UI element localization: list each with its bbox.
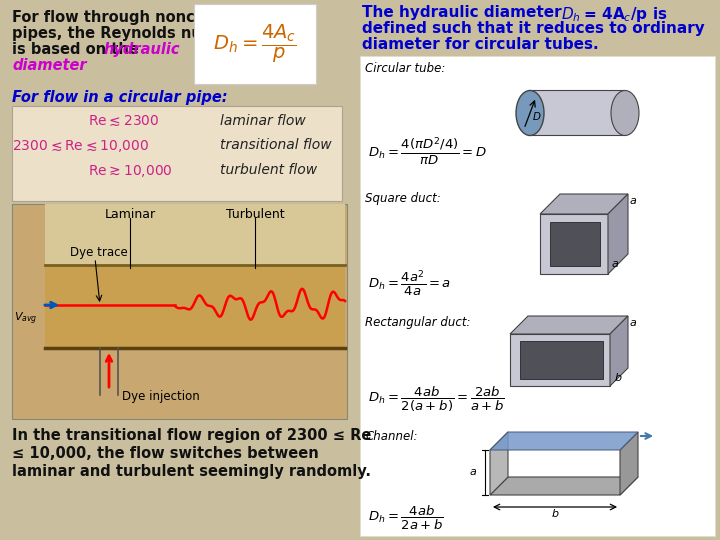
Text: Square duct:: Square duct: [365, 192, 441, 205]
Text: transitional flow: transitional flow [220, 138, 332, 152]
FancyBboxPatch shape [360, 56, 715, 536]
Text: Circular tube:: Circular tube: [365, 62, 446, 75]
Text: b: b [552, 509, 559, 519]
FancyBboxPatch shape [194, 4, 316, 84]
Polygon shape [490, 432, 638, 450]
Text: diameter: diameter [12, 58, 86, 73]
Text: is based on the: is based on the [12, 42, 144, 57]
FancyBboxPatch shape [12, 204, 347, 419]
Text: Dye trace: Dye trace [70, 246, 127, 259]
Text: turbulent flow: turbulent flow [220, 163, 317, 177]
Text: $D_h = \dfrac{4A_c}{p}$: $D_h = \dfrac{4A_c}{p}$ [213, 23, 297, 65]
Text: defined such that it reduces to ordinary: defined such that it reduces to ordinary [362, 21, 705, 36]
Text: Dye injection: Dye injection [122, 390, 199, 403]
Text: a: a [612, 259, 619, 269]
Text: a: a [630, 318, 637, 328]
Polygon shape [530, 90, 625, 135]
Polygon shape [540, 214, 608, 274]
Polygon shape [520, 341, 603, 379]
Text: Rectangular duct:: Rectangular duct: [365, 316, 470, 329]
Polygon shape [45, 204, 345, 265]
Text: For flow through noncircular: For flow through noncircular [12, 10, 248, 25]
Text: Laminar: Laminar [104, 208, 156, 221]
Text: = 4A$_c$/p is: = 4A$_c$/p is [578, 5, 667, 24]
Text: For flow in a circular pipe:: For flow in a circular pipe: [12, 90, 228, 105]
FancyBboxPatch shape [12, 106, 342, 201]
Polygon shape [510, 316, 628, 334]
Text: $D_h = \dfrac{4ab}{2a+b}$: $D_h = \dfrac{4ab}{2a+b}$ [368, 504, 444, 532]
Polygon shape [490, 477, 638, 495]
Text: Turbulent: Turbulent [225, 208, 284, 221]
Text: laminar and turbulent seemingly randomly.: laminar and turbulent seemingly randomly… [12, 464, 371, 479]
Text: diameter for circular tubes.: diameter for circular tubes. [362, 37, 598, 52]
Text: $D_h = \dfrac{4(\pi D^2/4)}{\pi D} = D$: $D_h = \dfrac{4(\pi D^2/4)}{\pi D} = D$ [368, 135, 487, 167]
Polygon shape [45, 265, 345, 348]
Text: In the transitional flow region of 2300 ≤ Re: In the transitional flow region of 2300 … [12, 428, 372, 443]
Text: The hydraulic diameter: The hydraulic diameter [362, 5, 567, 20]
Ellipse shape [516, 91, 544, 136]
Polygon shape [540, 194, 628, 214]
Polygon shape [550, 222, 600, 266]
Polygon shape [620, 432, 638, 495]
Text: Channel:: Channel: [365, 430, 418, 443]
Text: $2300 \lesssim \mathrm{Re} \lesssim 10{,}000$: $2300 \lesssim \mathrm{Re} \lesssim 10{,… [12, 138, 149, 154]
Text: hydraulic: hydraulic [104, 42, 181, 57]
Polygon shape [490, 432, 508, 495]
Text: pipes, the Reynolds number: pipes, the Reynolds number [12, 26, 245, 41]
Ellipse shape [611, 91, 639, 136]
Polygon shape [608, 194, 628, 274]
Text: a: a [469, 467, 476, 477]
Text: $V_{avg}$: $V_{avg}$ [14, 311, 38, 327]
Text: $D_h$: $D_h$ [561, 5, 581, 24]
Polygon shape [510, 334, 610, 386]
Text: $D_h = \dfrac{4ab}{2(a+b)} = \dfrac{2ab}{a+b}$: $D_h = \dfrac{4ab}{2(a+b)} = \dfrac{2ab}… [368, 385, 505, 414]
Text: $\mathrm{Re} \gtrsim 10{,}000$: $\mathrm{Re} \gtrsim 10{,}000$ [88, 163, 173, 179]
Text: laminar flow: laminar flow [220, 114, 306, 128]
Text: $\mathrm{Re} \lesssim 2300$: $\mathrm{Re} \lesssim 2300$ [88, 114, 160, 129]
Text: a: a [630, 196, 637, 206]
Text: D: D [533, 112, 541, 122]
Polygon shape [610, 316, 628, 386]
Text: $D_h = \dfrac{4a^2}{4a} = a$: $D_h = \dfrac{4a^2}{4a} = a$ [368, 268, 451, 298]
Text: ≤ 10,000, the flow switches between: ≤ 10,000, the flow switches between [12, 446, 319, 461]
Text: b: b [615, 373, 622, 383]
